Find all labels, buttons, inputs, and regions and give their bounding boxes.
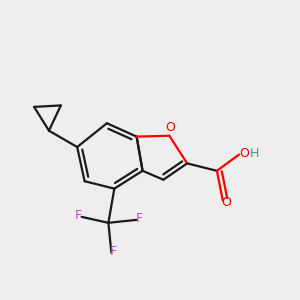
Text: F: F — [109, 245, 116, 258]
Text: O: O — [240, 147, 250, 161]
Text: O: O — [221, 196, 231, 208]
Text: F: F — [75, 209, 82, 222]
Text: O: O — [165, 121, 175, 134]
Text: H: H — [250, 147, 260, 161]
Text: F: F — [136, 212, 143, 225]
